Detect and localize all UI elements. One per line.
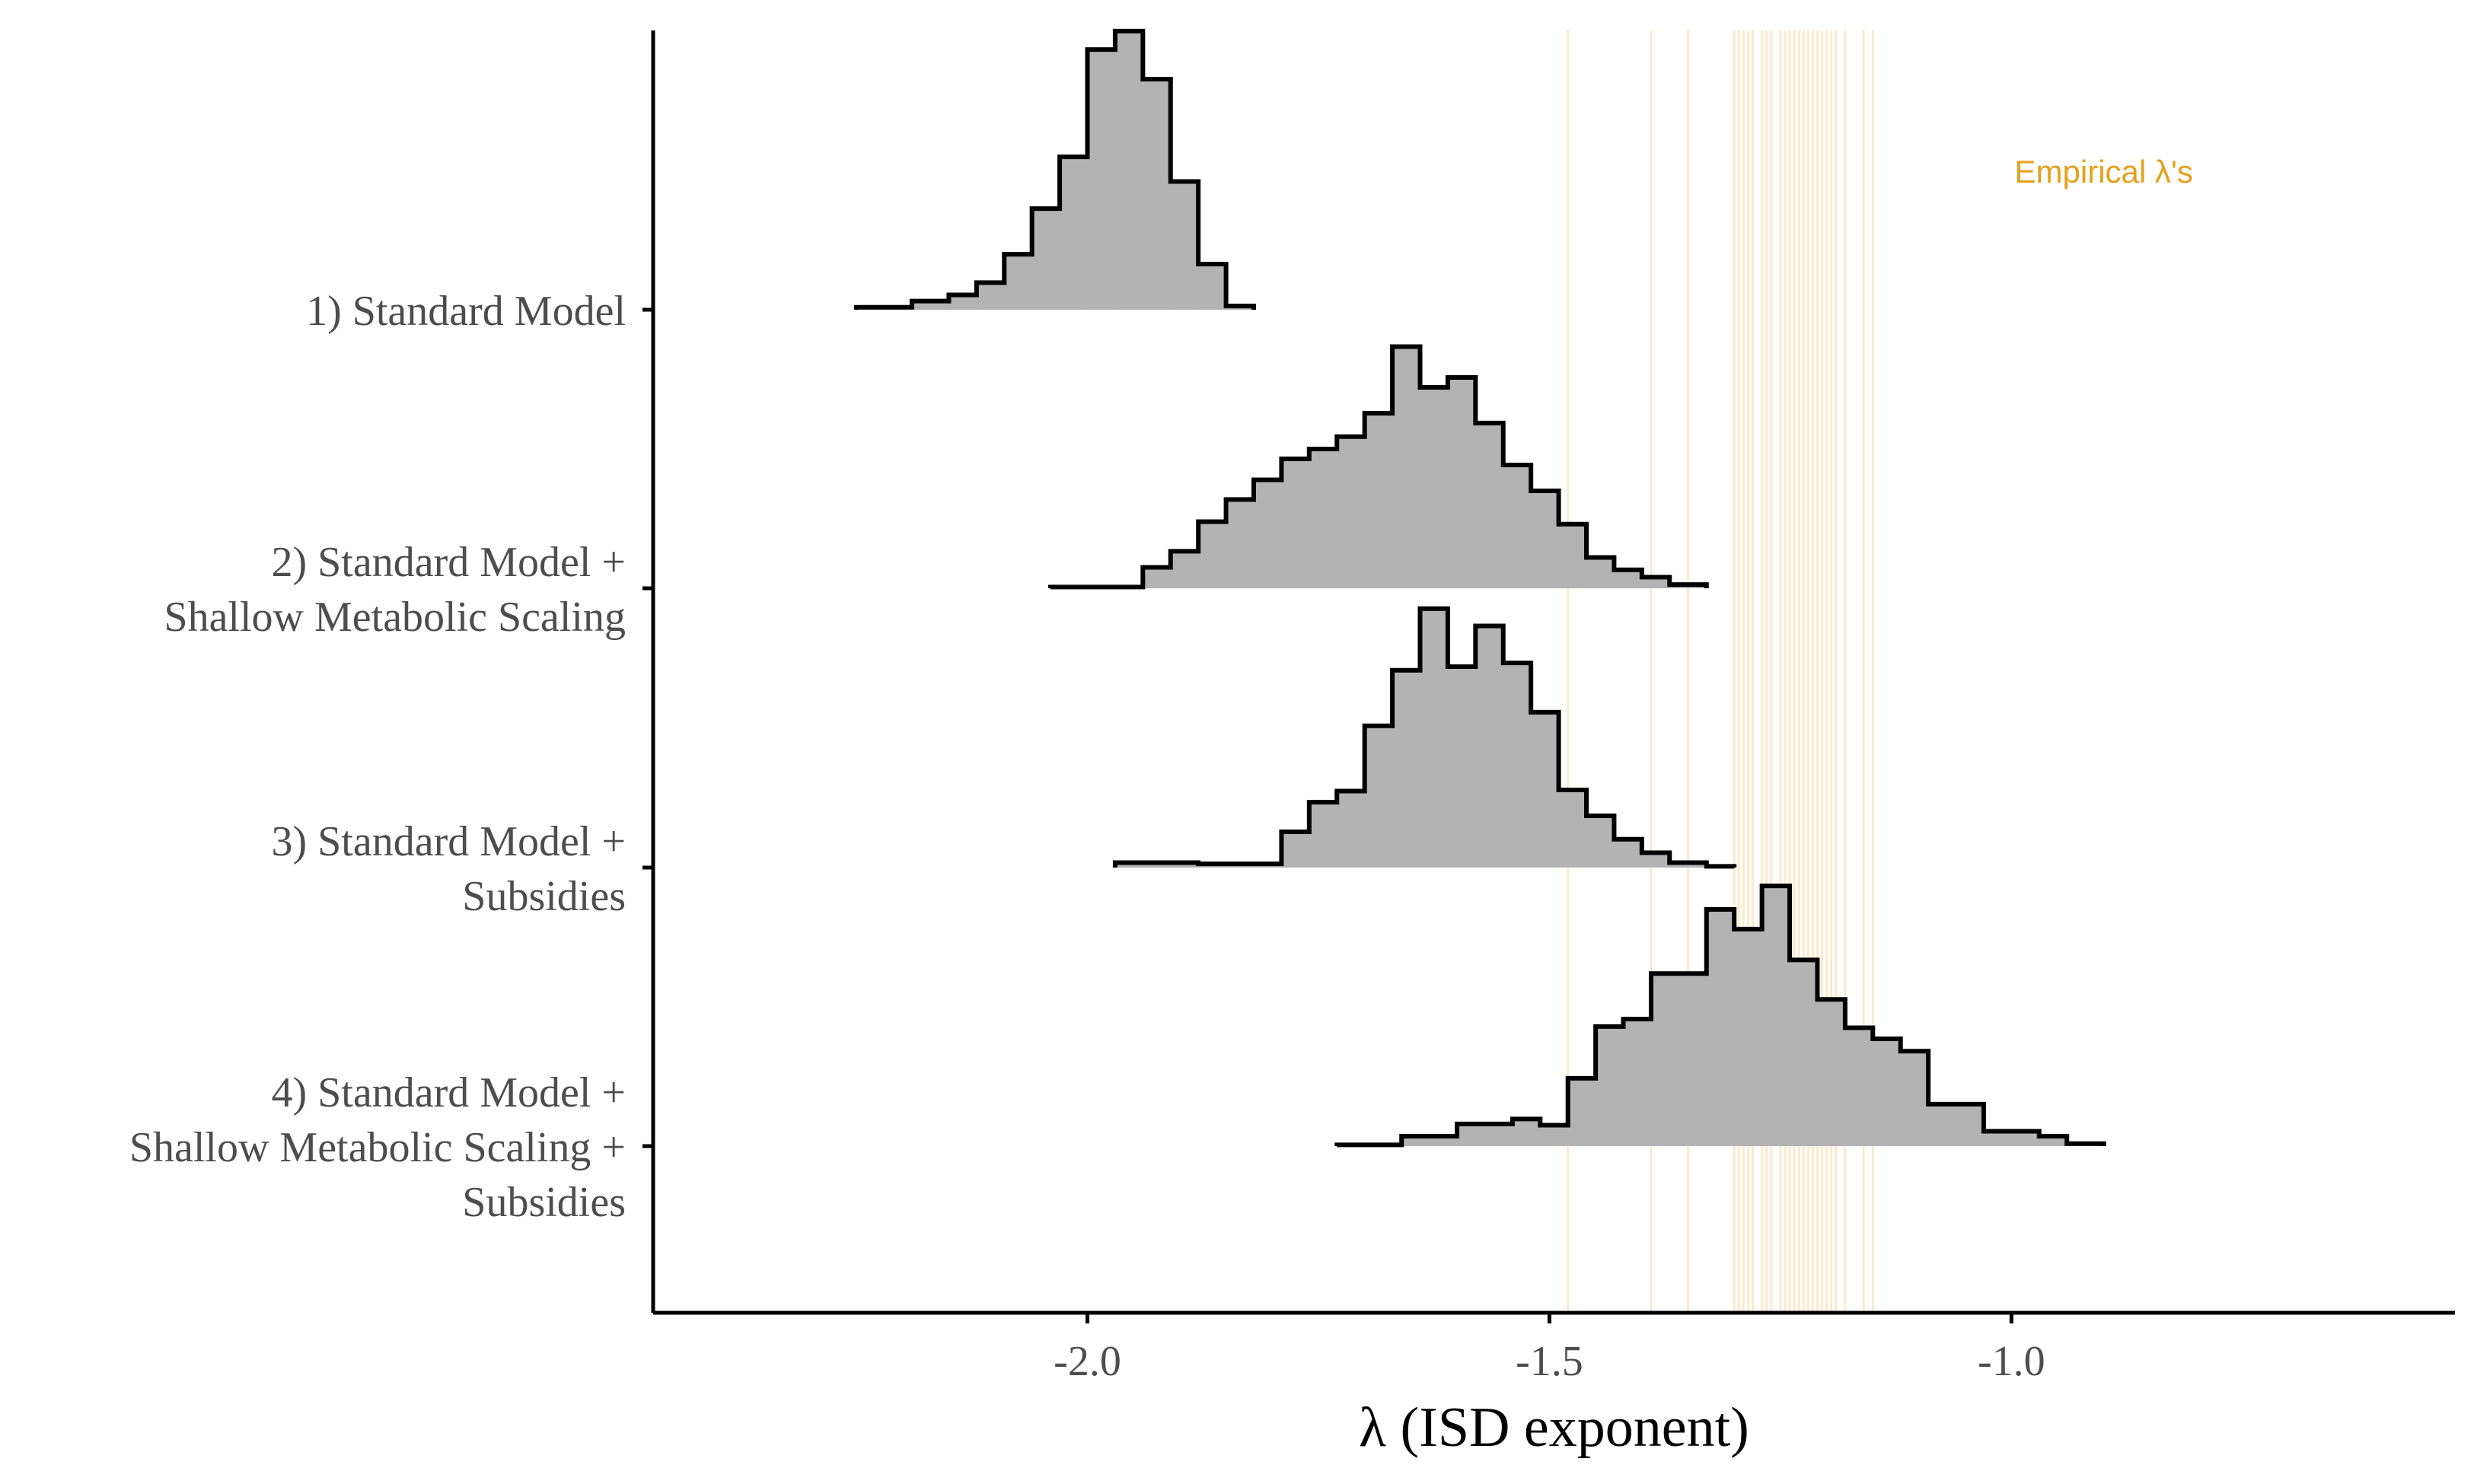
histogram-bar — [1558, 524, 1587, 588]
histogram-bar — [1623, 1019, 1652, 1146]
histogram-bar — [1844, 1027, 1873, 1146]
histogram-bar — [1198, 521, 1227, 588]
y-category-label: 1) Standard Model — [306, 288, 626, 335]
histogram-bar — [1614, 839, 1643, 868]
histogram-bar — [1114, 862, 1199, 868]
histogram-bar — [1531, 491, 1560, 588]
histogram-bar — [1170, 551, 1199, 588]
histogram-bar — [1060, 157, 1089, 310]
histogram-bar — [1114, 30, 1143, 310]
histogram-bar — [1475, 626, 1504, 868]
histogram-bar — [1475, 422, 1504, 588]
histogram-bar — [1254, 479, 1283, 588]
histogram-bar — [1900, 1051, 1929, 1146]
histogram-bar — [1586, 815, 1615, 868]
y-category-label: 3) Standard Model + — [272, 818, 626, 865]
y-category-label: Shallow Metabolic Scaling — [164, 594, 626, 641]
histogram-outline — [1334, 884, 2106, 1148]
histogram-bar — [1281, 458, 1310, 588]
histogram-bar — [1706, 909, 1735, 1146]
histogram-bar — [1761, 886, 1790, 1146]
y-category-label: 2) Standard Model + — [272, 539, 626, 586]
histogram-bar — [1143, 567, 1172, 588]
histogram-bar — [1669, 862, 1707, 868]
histogram-bar — [1457, 1123, 1513, 1146]
histogram-series-2 — [1047, 344, 1709, 590]
histogram-bar — [1928, 1103, 1985, 1146]
histogram-bar — [1540, 1125, 1569, 1146]
x-axis-title: λ (ISD exponent) — [1359, 1396, 1749, 1459]
x-tick-label: -1.5 — [1516, 1338, 1583, 1385]
histogram-bar — [976, 282, 1005, 310]
histogram-bar — [1531, 712, 1560, 868]
histogram-bar — [1392, 670, 1421, 868]
histogram-outline — [854, 28, 1256, 310]
empirical-lambdas-annotation: Empirical λ's — [2015, 154, 2193, 189]
histogram-bar — [1198, 264, 1227, 310]
histogram-outline — [1112, 606, 1737, 869]
histogram-series-4 — [1334, 884, 2106, 1148]
histogram-bar — [1817, 999, 1846, 1146]
histogram-bar — [911, 301, 950, 310]
y-category-label: Shallow Metabolic Scaling + — [129, 1124, 626, 1171]
histogram-bar — [1641, 577, 1670, 588]
histogram-bar — [1873, 1039, 1902, 1146]
histogram-bar — [1143, 79, 1172, 310]
histogram-bar — [1586, 557, 1615, 588]
histogram-bar — [1596, 1026, 1624, 1146]
histogram-bar — [1641, 852, 1670, 868]
histogram-bar — [2039, 1136, 2068, 1146]
histogram-bar — [1512, 1119, 1541, 1146]
y-axis-category-labels: 1) Standard Model 2) Standard Model + Shal… — [129, 288, 653, 1226]
histogram-bar — [1983, 1131, 2040, 1146]
histogram-bar — [1567, 1078, 1596, 1146]
histogram-bar — [1392, 346, 1421, 588]
histogram-bar — [1031, 209, 1060, 310]
histogram-bar — [1309, 448, 1337, 588]
histogram-bar — [1004, 254, 1033, 310]
y-category-label: 4) Standard Model + — [272, 1069, 626, 1116]
histogram-bar — [1364, 725, 1393, 868]
histogram-bar — [1170, 181, 1199, 310]
histogram-series-3 — [1112, 606, 1737, 869]
histogram-bar — [1420, 608, 1449, 868]
histogram-bar — [1558, 789, 1587, 868]
histogram-bar — [1447, 377, 1476, 588]
histogram-bar — [1401, 1136, 1458, 1146]
x-tick-label: -1.0 — [1978, 1338, 2045, 1385]
histogram-bar — [1281, 832, 1310, 868]
histogram-bar — [1679, 973, 1707, 1146]
histogram-outline — [1047, 344, 1709, 590]
y-category-label: Subsidies — [462, 1179, 626, 1226]
histogram-bar — [1734, 928, 1763, 1146]
histogram-bar — [1337, 791, 1366, 868]
histogram-bar — [1420, 387, 1449, 588]
histogram-bar — [1226, 499, 1255, 588]
histogram-bar — [1790, 960, 1819, 1146]
histogram-bar — [1337, 436, 1366, 588]
histogram-bar — [1503, 465, 1532, 588]
x-axis-ticks: -2.0 -1.5 -1.0 — [1054, 1313, 2045, 1385]
histogram-bar — [1087, 49, 1116, 310]
histogram-series-1 — [854, 28, 1256, 310]
histogram-bar — [1364, 412, 1393, 588]
histogram-bar — [1614, 569, 1643, 588]
histogram-series — [854, 28, 2106, 1148]
x-tick-label: -2.0 — [1054, 1338, 1121, 1385]
histogram-bar — [1309, 802, 1337, 868]
histogram-bar — [948, 295, 977, 310]
histogram-bar — [1503, 663, 1532, 868]
histogram-bar — [1650, 973, 1679, 1146]
y-category-label: Subsidies — [462, 873, 626, 920]
histogram-bar — [1447, 666, 1476, 868]
